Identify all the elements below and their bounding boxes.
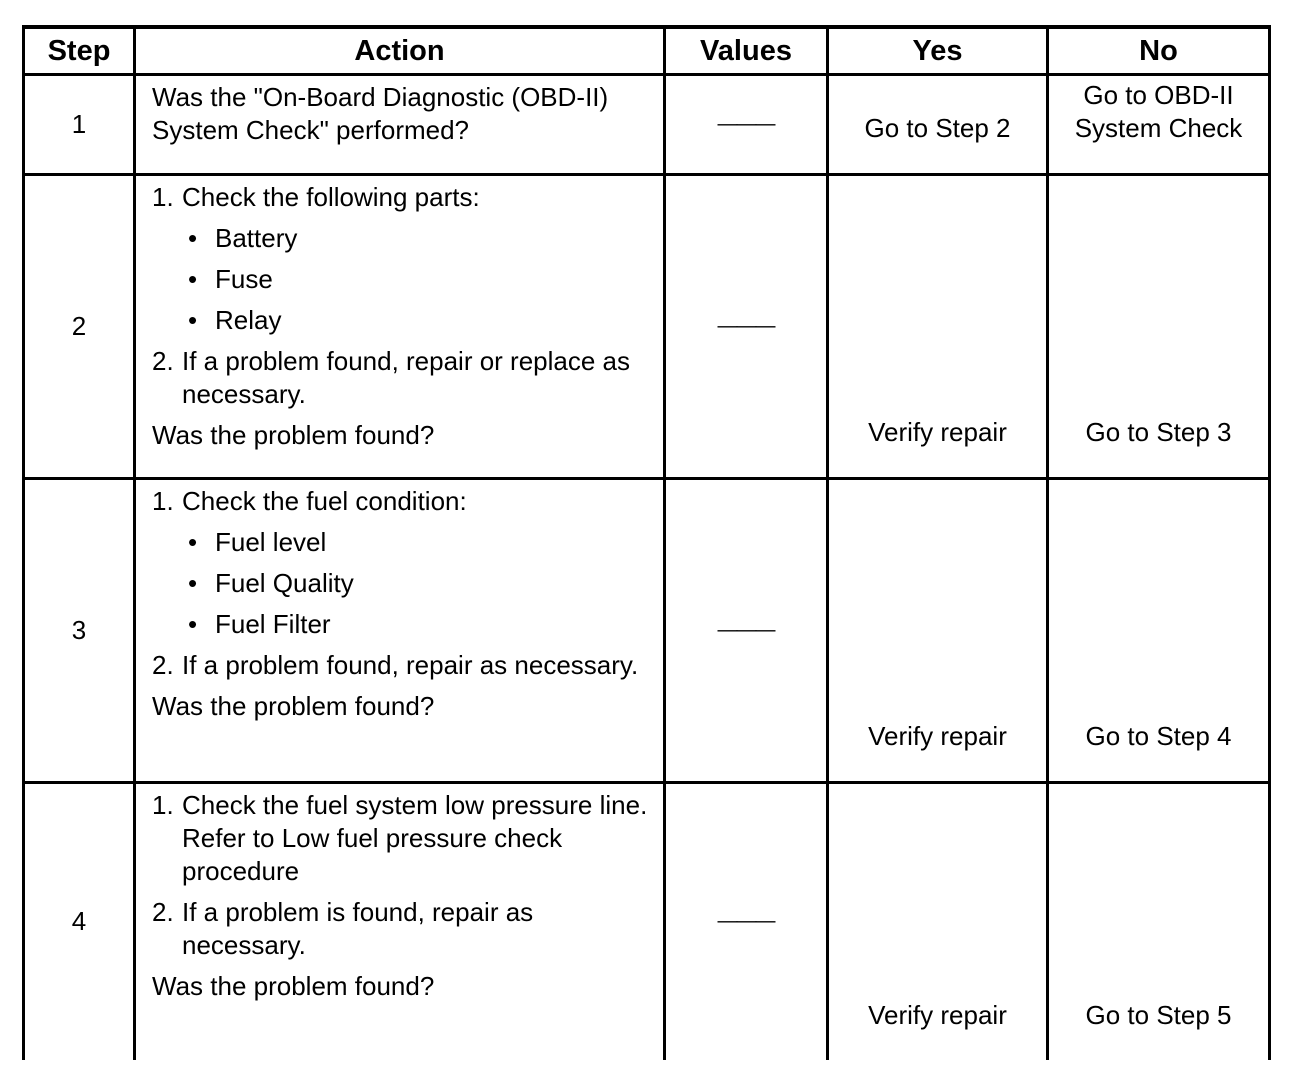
yes-cell: Verify repair [826,173,1049,480]
bullet-item: • Fuel level [152,526,653,559]
numbered-item: 2. If a problem found, repair or replace … [152,345,653,411]
diagnostic-table: Step Action Values Yes No 1 Was the "On-… [22,25,1271,1060]
yes-cell: Go to Step 2 [826,73,1049,176]
bullet-item: • Fuel Filter [152,608,653,641]
item-text: If a problem found, repair or replace as… [182,346,631,409]
numbered-item: 2. If a problem found, repair as necessar… [152,649,653,682]
item-text: If a problem found, repair as necessary. [182,650,639,680]
no-cell: Go to Step 4 [1046,477,1271,784]
bullet-item: • Battery [152,222,653,255]
no-cell: Go to Step 5 [1046,781,1271,1060]
bullet-text: Battery [215,223,298,253]
bullet-icon: • [188,527,198,557]
header-values: Values [663,25,829,76]
item-text: If a problem is found, repair as necessa… [182,897,534,960]
bullet-item: • Relay [152,304,653,337]
header-row: Step Action Values Yes No [22,25,1271,76]
bullet-text: Fuel Quality [215,568,354,598]
item-note: Refer to Low fuel pressure check procedu… [182,823,563,886]
values-cell: ——— [663,477,829,784]
step-number: 4 [22,781,136,1060]
bullet-item: • Fuse [152,263,653,296]
numbered-item: 2. If a problem is found, repair as neces… [152,896,653,962]
table-row: 1 Was the "On-Board Diagnostic (OBD-II) … [22,73,1271,176]
bullet-item: • Fuel Quality [152,567,653,600]
no-cell: Go to OBD-II System Check [1046,73,1271,176]
bullet-icon: • [188,223,198,253]
bullet-text: Fuse [215,264,273,294]
numbered-item: 1. Check the fuel system low pressure lin… [152,789,653,888]
header-action: Action [133,25,666,76]
bullet-text: Relay [215,305,282,335]
values-cell: ——— [663,781,829,1060]
header-no: No [1046,25,1271,76]
step-number: 1 [22,73,136,176]
item-number: 2. [152,897,174,927]
item-number: 1. [152,790,174,820]
bullet-icon: • [188,305,198,335]
values-cell: ——— [663,173,829,480]
table-row: 3 1. Check the fuel condition: • Fuel level •… [22,477,1271,784]
bullet-icon: • [188,568,198,598]
question: Was the problem found? [152,420,435,450]
step-number: 3 [22,477,136,784]
question: Was the problem found? [152,971,435,1001]
table-row: 4 1. Check the fuel system low pressure li… [22,781,1271,1060]
item-number: 1. [152,486,174,516]
bullet-icon: • [188,264,198,294]
no-cell: Go to Step 3 [1046,173,1271,480]
item-text: Check the fuel condition: [182,486,467,516]
bullet-text: Fuel level [215,527,327,557]
question: Was the problem found? [152,691,435,721]
header-yes: Yes [826,25,1049,76]
values-cell: ——— [663,73,829,176]
table-row: 2 1. Check the following parts: • Battery • Fu… [22,173,1271,480]
item-text: Check the fuel system low pressure line. [182,790,648,820]
item-text: Check the following parts: [182,182,480,212]
item-number: 2. [152,346,174,376]
action-cell: 1. Check the fuel system low pressure lin… [133,781,666,1060]
action-cell: Was the "On-Board Diagnostic (OBD-II) Sy… [133,73,666,176]
item-number: 1. [152,182,174,212]
yes-cell: Verify repair [826,477,1049,784]
bullet-text: Fuel Filter [215,609,331,639]
action-cell: 1. Check the following parts: • Battery • Fus… [133,173,666,480]
action-cell: 1. Check the fuel condition: • Fuel level • F… [133,477,666,784]
yes-cell: Verify repair [826,781,1049,1060]
header-step: Step [22,25,136,76]
step-number: 2 [22,173,136,480]
numbered-item: 1. Check the following parts: [152,181,653,214]
numbered-item: 1. Check the fuel condition: [152,485,653,518]
bullet-icon: • [188,609,198,639]
item-number: 2. [152,650,174,680]
